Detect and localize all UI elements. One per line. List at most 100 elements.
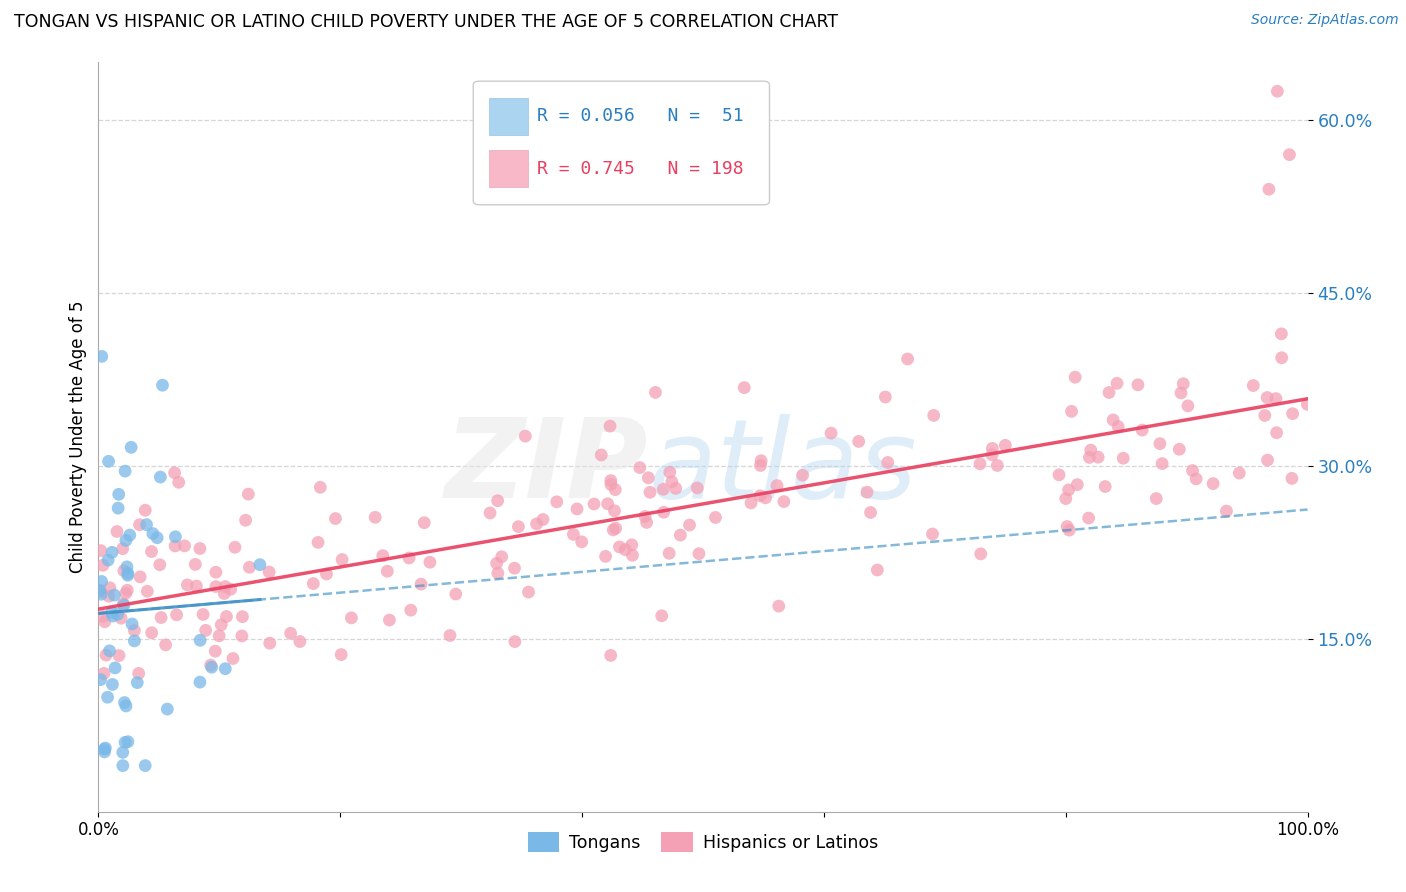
Point [596,497,619,511]
Point [658,546,681,560]
Point [486,493,509,508]
Point [90,584,112,599]
Point [238,560,260,574]
Point [165,539,187,553]
Point [375,564,398,578]
Point [105,524,128,539]
Point [114,586,136,600]
Point [93,745,115,759]
Point [93,666,115,681]
Point [609,540,631,554]
Point [165,530,187,544]
Point [184,558,207,572]
Point [419,555,441,569]
Point [605,483,627,497]
Point [704,510,727,524]
Point [128,666,150,681]
Point [614,542,637,557]
Point [1241,378,1264,392]
Point [152,378,174,392]
Point [644,385,666,400]
Point [1173,376,1195,391]
Point [186,579,208,593]
Point [600,477,623,491]
Point [166,607,188,622]
Point [986,458,1008,473]
Point [94,648,117,662]
Point [117,566,139,581]
Legend: Tongans, Hispanics or Latinos: Tongans, Hispanics or Latinos [520,825,886,859]
Bar [489,98,527,135]
Point [595,549,617,564]
Point [167,475,190,490]
Text: TONGAN VS HISPANIC OR LATINO CHILD POVERTY UNDER THE AGE OF 5 CORRELATION CHART: TONGAN VS HISPANIC OR LATINO CHILD POVER… [14,13,838,31]
Point [114,464,136,478]
Point [114,735,136,749]
Point [214,586,236,600]
Point [1080,443,1102,458]
Point [124,633,146,648]
Point [969,457,991,471]
Point [1267,84,1289,98]
Point [1256,391,1278,405]
Point [515,429,537,443]
Point [897,351,920,366]
Point [235,513,257,527]
Point [330,648,353,662]
Point [325,511,347,525]
Point [740,496,762,510]
Point [315,566,337,581]
Point [1078,450,1101,465]
Point [142,526,165,541]
Point [1066,477,1088,491]
Point [112,598,135,612]
Point [121,617,143,632]
Point [1227,466,1250,480]
Point [307,535,329,549]
Point [117,583,139,598]
Point [603,504,626,518]
Point [101,545,124,559]
Point [485,557,508,571]
Point [135,517,157,532]
Point [141,544,163,558]
Point [1112,451,1135,466]
Point [994,438,1017,452]
Point [205,566,228,580]
Point [754,491,776,505]
Point [398,551,420,566]
Point [91,609,114,624]
Point [205,580,228,594]
Point [176,578,198,592]
Point [1144,491,1167,506]
Point [1215,504,1237,518]
Point [107,607,129,622]
Point [486,566,509,581]
Point [378,613,401,627]
Point [970,547,993,561]
Point [117,735,139,749]
Point [582,497,605,511]
Point [194,624,217,638]
Point [90,587,112,601]
Point [115,559,138,574]
Point [571,534,593,549]
Point [150,610,173,624]
Point [599,474,621,488]
Point [491,549,513,564]
Point [208,629,231,643]
Text: atlas: atlas [648,414,917,521]
Point [188,633,211,648]
Point [876,455,898,469]
Point [89,583,111,598]
Point [94,741,117,756]
Point [141,625,163,640]
Point [665,481,688,495]
Point [792,468,814,483]
Point [565,502,588,516]
Point [110,611,132,625]
Point [115,533,138,548]
Point [634,509,657,524]
Point [848,434,870,449]
Point [621,548,644,562]
